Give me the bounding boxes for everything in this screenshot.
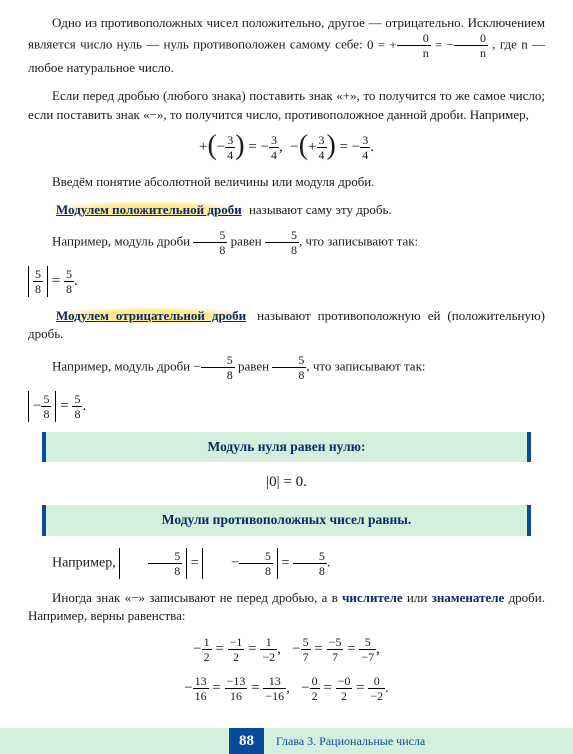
para-1-formula: 0 = +0n = −0n [367, 37, 492, 52]
example-3: Например, 58 = −58 = 58. [28, 548, 545, 579]
para-3: Введём понятие абсолютной величины или м… [28, 173, 545, 191]
highlight-1: Модулем положительной дроби [52, 201, 246, 218]
para-2-text: Если перед дробью (любого знака) постави… [28, 88, 545, 121]
example-2-formula: −58 = 58. [28, 391, 545, 422]
term-negative-modulus: Модулем отрицательной дроби [56, 308, 246, 323]
term-numerator: числителе [342, 590, 403, 605]
term-denominator: знаменателе [432, 590, 505, 605]
page-number: 88 [229, 728, 264, 754]
chapter-label: Глава 3. Рациональные числа [264, 728, 573, 754]
formula-row-2: −1316 = −1316 = 13−16, −02 = −02 = 0−2. [28, 675, 545, 702]
page-footer: 88 Глава 3. Рациональные числа [0, 728, 573, 754]
para-1: Одно из противоположных чисел положитель… [28, 14, 545, 77]
example-1-formula: 58 = 58. [28, 266, 545, 297]
definition-1-tail: называют саму эту дробь. [246, 202, 392, 217]
rule-zero-formula: |0| = 0. [28, 472, 545, 493]
para-2: Если перед дробью (любого знака) постави… [28, 87, 545, 123]
formula-row-1: −12 = −12 = 1−2, −57 = −57 = 5−7, [28, 636, 545, 663]
formula-sign-example: +(−34) = −34, −(+34) = −34. [28, 134, 545, 161]
definition-negative-modulus: Модулем отрицательной дроби называют про… [28, 307, 545, 343]
term-positive-modulus: Модулем положительной дроби [56, 202, 242, 217]
footer-left: 88 [0, 728, 264, 754]
example-2: Например, модуль дроби −58 равен 58, что… [28, 354, 545, 381]
rule-box-opposite: Модули противоположных чисел равны. [42, 505, 531, 536]
example-1: Например, модуль дроби 58 равен 58, что … [28, 229, 545, 256]
definition-positive-modulus: Модулем положительной дроби называют сам… [28, 201, 545, 219]
para-4: Иногда знак «−» записывают не перед дроб… [28, 589, 545, 625]
highlight-2: Модулем отрицательной дроби [52, 307, 250, 324]
rule-box-zero: Модуль нуля равен нулю: [42, 432, 531, 463]
